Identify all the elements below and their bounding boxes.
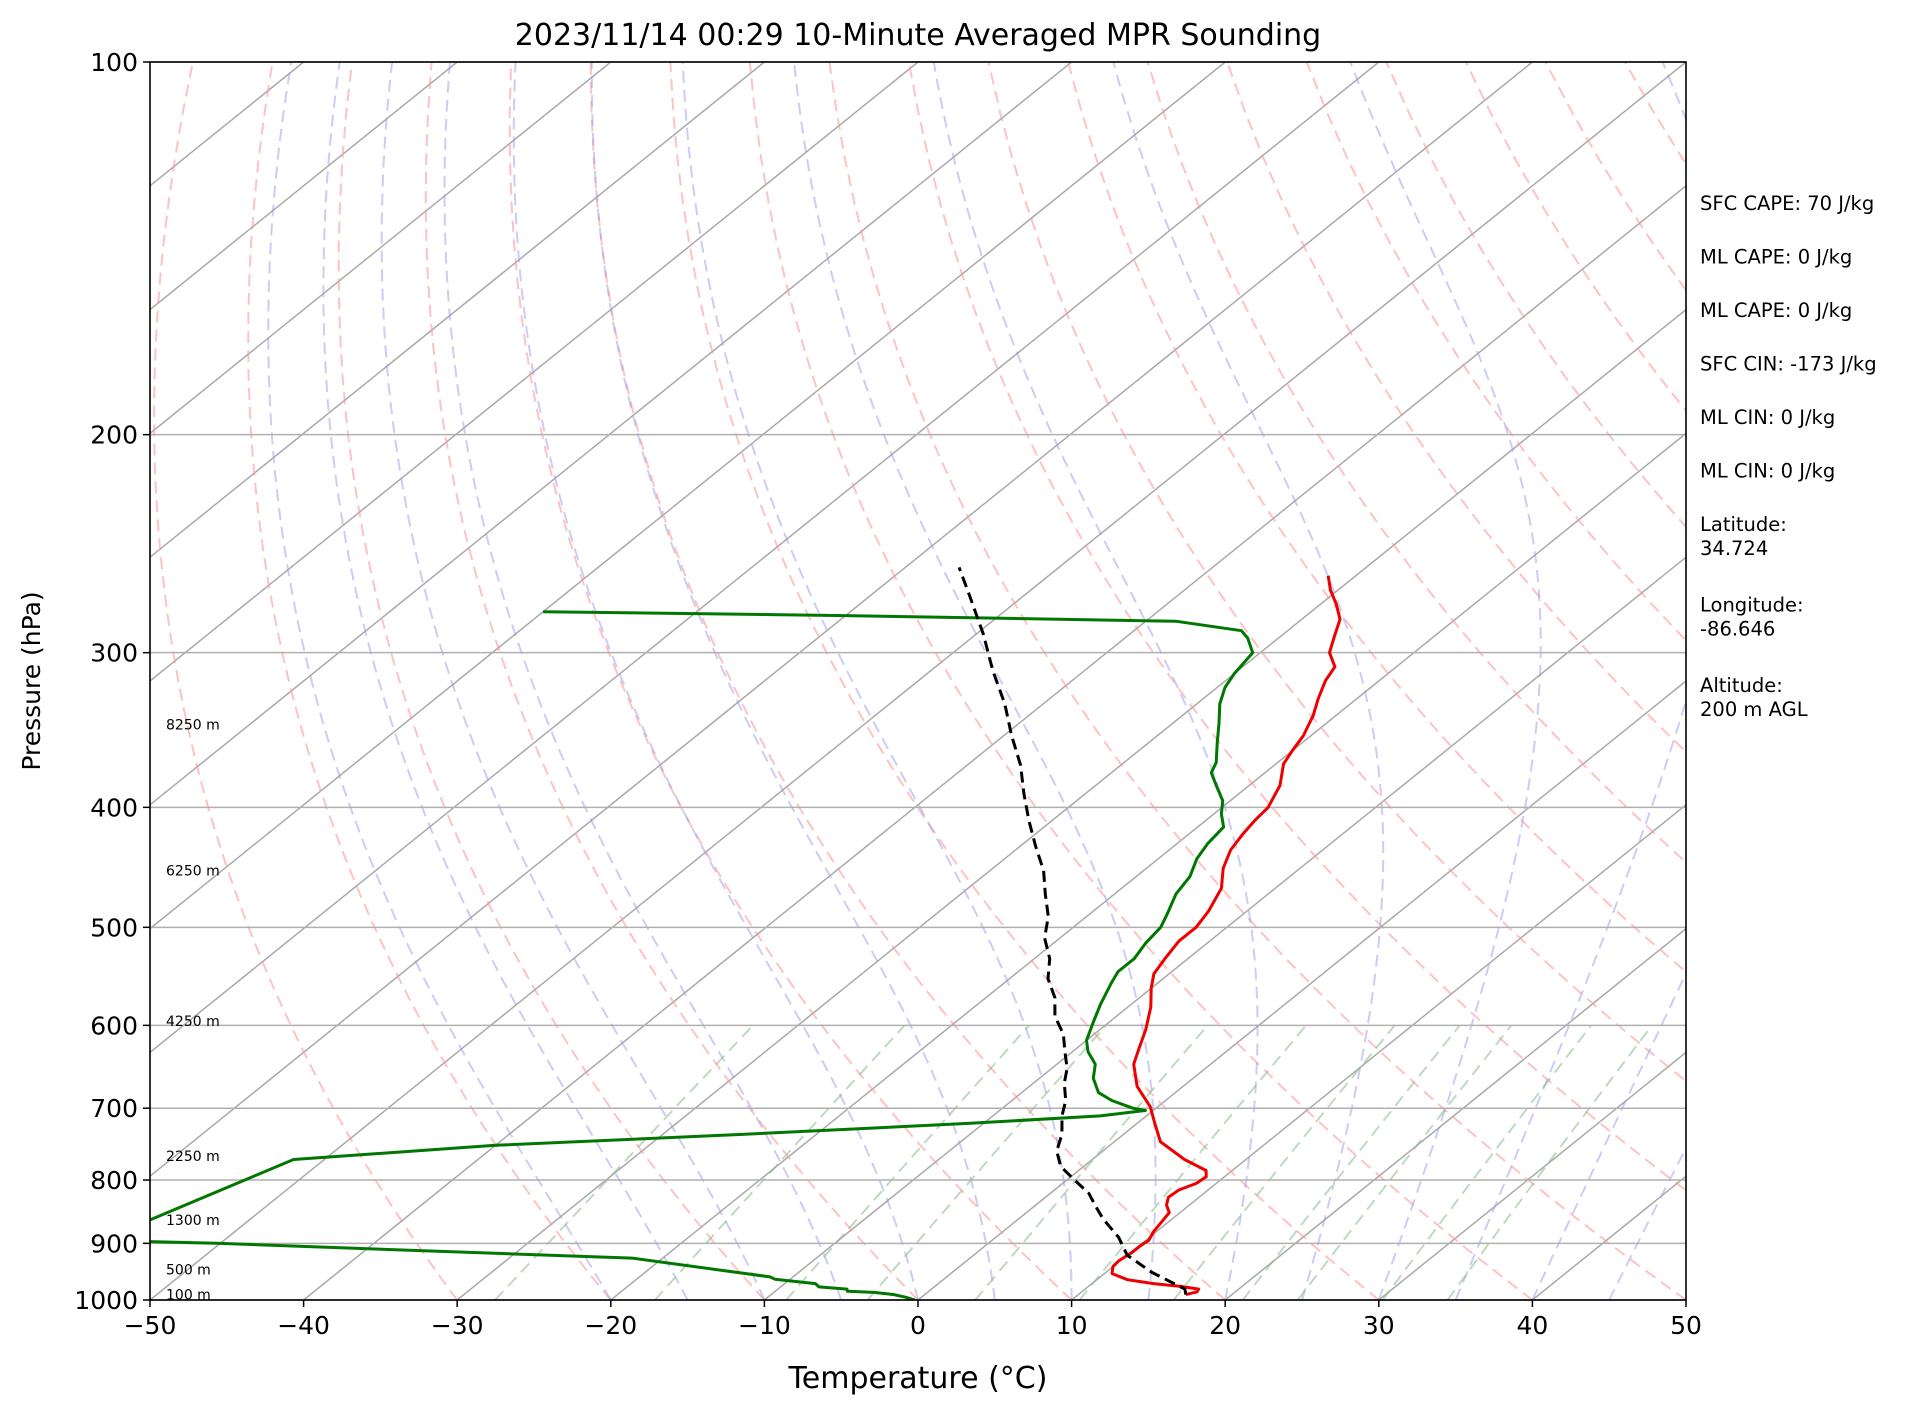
- x-tick-label: −10: [738, 1311, 791, 1340]
- moist-adiabat-line: [512, 62, 919, 1300]
- x-tick-label: 50: [1670, 1311, 1702, 1340]
- dry-adiabat-line: [748, 62, 1534, 1300]
- moist-adiabat-line: [1454, 62, 1686, 1300]
- moist-adiabat-line: [1531, 970, 1686, 1300]
- isotherm-line: [917, 680, 1686, 1300]
- isotherm-line: [1378, 1051, 1686, 1300]
- pressure-gridlines: [150, 61, 1686, 1301]
- x-tick-label: −30: [431, 1311, 484, 1340]
- y-tick-label: 1000: [74, 1286, 138, 1315]
- y-tick-label: 700: [90, 1094, 138, 1123]
- info-entry: SFC CIN: -173 J/kg: [1700, 353, 1877, 376]
- x-tick-label: −20: [584, 1311, 637, 1340]
- isotherm-line: [1071, 803, 1686, 1300]
- mixing-ratio-line: [1381, 1024, 1592, 1300]
- dry-adiabat-line: [589, 62, 1226, 1300]
- y-tick-label: 300: [90, 639, 138, 668]
- y-tick-label: 800: [90, 1166, 138, 1195]
- x-tick-label: 40: [1516, 1311, 1548, 1340]
- isotherm-line: [303, 184, 1686, 1300]
- chart-title: 2023/11/14 00:29 10-Minute Averaged MPR …: [515, 18, 1321, 53]
- dry-adiabat-line: [508, 62, 1073, 1300]
- x-tick-label: 10: [1056, 1311, 1088, 1340]
- parcel-profile-trace: [957, 566, 1188, 1295]
- isotherm-line: [1224, 927, 1686, 1300]
- height-label: 8250 m: [166, 718, 220, 734]
- info-entry: ML CAPE: 0 J/kg: [1700, 246, 1852, 269]
- dry-adiabat-line: [1305, 62, 1686, 642]
- moist-adiabat-line: [793, 62, 1157, 1300]
- y-axis-label: Pressure (hPa): [17, 591, 46, 770]
- x-axis-ticks: −50 −40 −30 −20 −10 0 10 20 30 40 50: [124, 1300, 1702, 1340]
- moist-adiabat-line: [267, 62, 612, 1300]
- moist-adiabat-line: [1112, 62, 1385, 1300]
- x-axis-label: Temperature (°C): [788, 1361, 1048, 1396]
- moist-adiabat-line: [380, 62, 766, 1300]
- height-label: 100 m: [166, 1288, 211, 1304]
- isotherm-line: [150, 62, 612, 435]
- y-tick-label: 100: [90, 48, 138, 77]
- moist-adiabat-line: [932, 62, 1259, 1300]
- isotherm-line: [456, 308, 1686, 1300]
- height-label: 6250 m: [166, 864, 220, 880]
- x-tick-label: 0: [910, 1311, 926, 1340]
- height-label: 1300 m: [166, 1213, 220, 1229]
- dry-adiabat-line: [247, 62, 612, 1300]
- isotherm-line: [150, 62, 458, 311]
- dry-adiabat-line: [337, 62, 766, 1300]
- y-tick-label: 600: [90, 1011, 138, 1040]
- isotherm-line: [610, 432, 1686, 1300]
- info-entry: SFC CAPE: 70 J/kg: [1700, 192, 1874, 215]
- isotherm-line: [150, 62, 919, 682]
- moist-adiabat-line: [443, 62, 843, 1300]
- y-tick-label: 200: [90, 421, 138, 450]
- dry-adiabat-line: [987, 62, 1686, 1083]
- isotherm-line: [150, 62, 1226, 930]
- info-entry: Altitude: 200 m AGL: [1700, 674, 1808, 721]
- info-entry: ML CAPE: 0 J/kg: [1700, 299, 1852, 322]
- y-axis-ticks: 100 200 300 400 500 600 700 800 900 1000: [74, 48, 150, 1315]
- temperature-trace: [1110, 575, 1342, 1297]
- isotherm-line: [150, 62, 765, 559]
- height-label: 2250 m: [166, 1149, 220, 1165]
- height-label: 4250 m: [166, 1014, 220, 1030]
- x-tick-label: −40: [277, 1311, 330, 1340]
- dewpoint-trace: [150, 610, 1255, 1300]
- isotherm-line: [150, 62, 1686, 1300]
- moist-adiabat-line: [1349, 62, 1542, 1300]
- dry-adiabat-line: [153, 62, 459, 1300]
- mixing-ratio-line: [1296, 1024, 1513, 1300]
- y-tick-label: 400: [90, 793, 138, 822]
- dry-adiabat-line: [907, 62, 1686, 1192]
- info-entry: Latitude: 34.724: [1700, 513, 1787, 560]
- moist-adiabat-line: [681, 62, 1073, 1300]
- info-entry: ML CIN: 0 J/kg: [1700, 460, 1835, 483]
- x-tick-label: 20: [1209, 1311, 1241, 1340]
- info-entry: ML CIN: 0 J/kg: [1700, 406, 1835, 429]
- x-tick-label: −50: [124, 1311, 177, 1340]
- moist-adiabat-line: [322, 62, 689, 1300]
- isotherm-line: [150, 62, 1533, 1178]
- height-labels: 100 m 500 m 1300 m 2250 m 4250 m 6250 m 8250 m: [166, 718, 220, 1304]
- dry-adiabat-line: [424, 62, 919, 1300]
- dry-adiabat-line: [828, 62, 1686, 1300]
- x-tick-label: 30: [1363, 1311, 1395, 1340]
- moist-adiabat-line: [1608, 1145, 1686, 1300]
- mixing-ratio-line: [1446, 1024, 1653, 1300]
- sounding-info-panel: SFC CAPE: 70 J/kg ML CAPE: 0 J/kg ML CAPE:…: [1700, 192, 1877, 721]
- height-label: 500 m: [166, 1263, 211, 1279]
- isotherm-line: [763, 556, 1686, 1300]
- y-tick-label: 500: [90, 913, 138, 942]
- y-tick-label: 900: [90, 1229, 138, 1258]
- info-entry: Longitude: -86.646: [1700, 594, 1804, 641]
- sounding-traces: [150, 566, 1342, 1300]
- isotherm-line: [150, 62, 1380, 1054]
- isotherm-line: [150, 62, 1073, 806]
